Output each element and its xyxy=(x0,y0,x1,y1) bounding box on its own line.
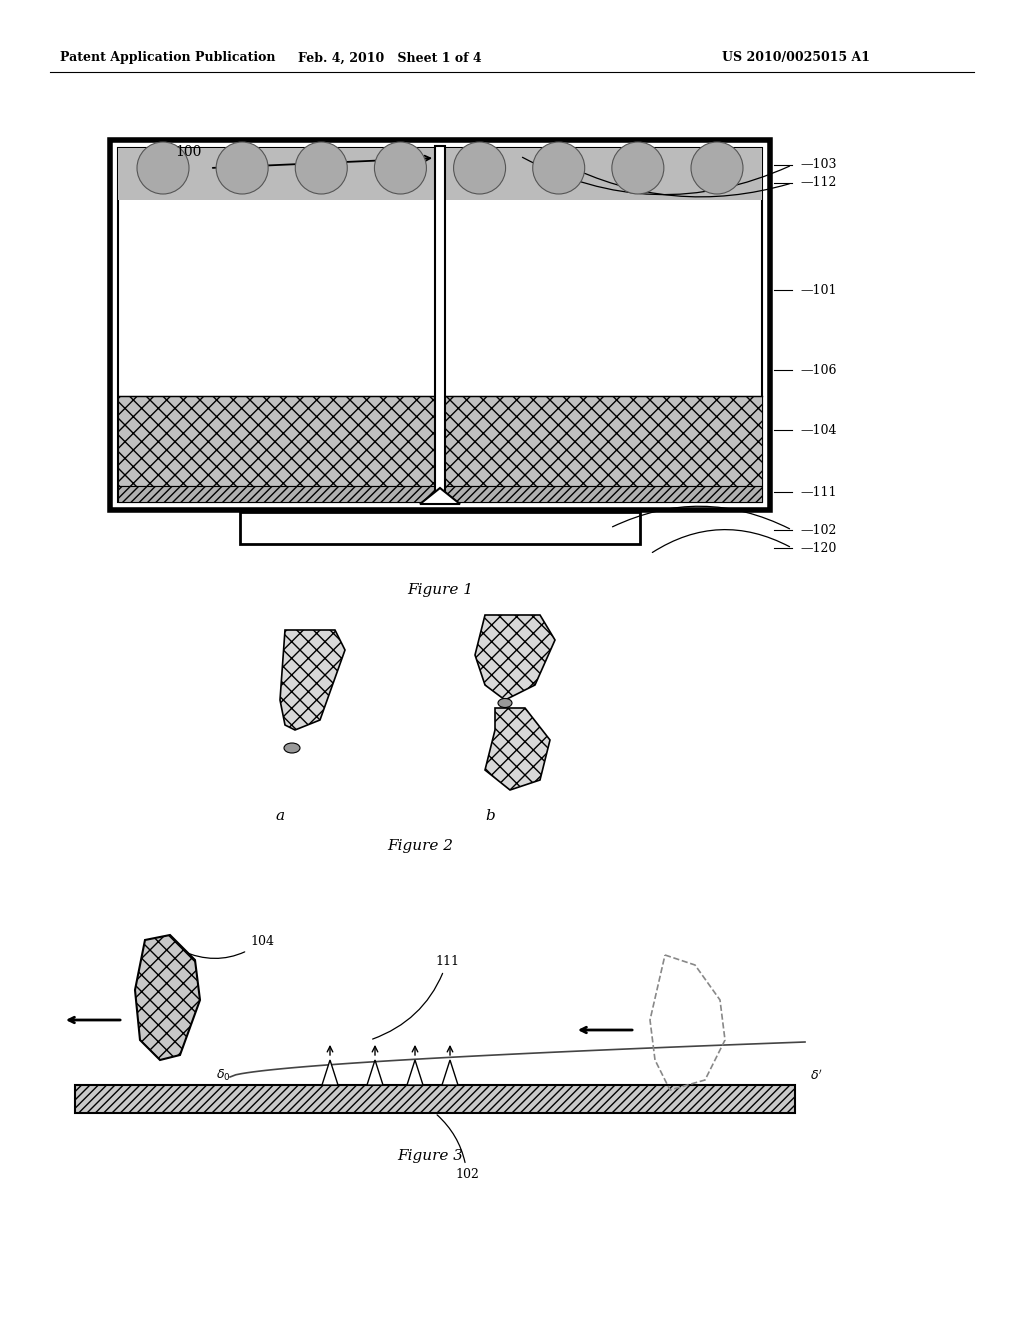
Text: 102: 102 xyxy=(437,1115,479,1181)
Circle shape xyxy=(375,143,426,194)
Text: US 2010/0025015 A1: US 2010/0025015 A1 xyxy=(722,51,870,65)
Polygon shape xyxy=(485,708,550,789)
Text: 111: 111 xyxy=(373,954,459,1039)
Text: —104: —104 xyxy=(800,424,837,437)
Circle shape xyxy=(691,143,743,194)
Polygon shape xyxy=(280,630,345,730)
Text: —120: —120 xyxy=(800,541,837,554)
Polygon shape xyxy=(407,1060,423,1085)
Bar xyxy=(118,396,762,486)
Circle shape xyxy=(532,143,585,194)
Text: —101: —101 xyxy=(800,284,837,297)
Text: —102: —102 xyxy=(800,524,837,536)
Text: Figure 3: Figure 3 xyxy=(397,1148,463,1163)
Text: Patent Application Publication: Patent Application Publication xyxy=(60,51,275,65)
Text: $\delta_0$: $\delta_0$ xyxy=(216,1068,230,1082)
Circle shape xyxy=(454,143,506,194)
Polygon shape xyxy=(367,1060,383,1085)
Polygon shape xyxy=(475,615,555,700)
Text: Feb. 4, 2010   Sheet 1 of 4: Feb. 4, 2010 Sheet 1 of 4 xyxy=(298,51,482,65)
Bar xyxy=(118,486,762,502)
Bar xyxy=(435,147,445,502)
Text: —111: —111 xyxy=(800,486,837,499)
Text: a: a xyxy=(275,809,285,822)
Polygon shape xyxy=(322,1060,338,1085)
Bar xyxy=(75,1085,795,1113)
Text: —106: —106 xyxy=(800,363,837,376)
Text: 100: 100 xyxy=(175,145,202,158)
Text: Figure 2: Figure 2 xyxy=(387,840,453,853)
Ellipse shape xyxy=(284,743,300,752)
Bar xyxy=(118,148,762,201)
Text: —112: —112 xyxy=(800,177,837,190)
Bar xyxy=(110,140,770,510)
Bar xyxy=(240,512,640,544)
Text: b: b xyxy=(485,809,495,822)
Circle shape xyxy=(216,143,268,194)
Polygon shape xyxy=(442,1060,458,1085)
Text: 104: 104 xyxy=(182,935,274,958)
Text: Figure 1: Figure 1 xyxy=(407,583,473,597)
Text: $\delta'$: $\delta'$ xyxy=(810,1068,823,1082)
Circle shape xyxy=(612,143,664,194)
Text: —103: —103 xyxy=(800,158,837,172)
Polygon shape xyxy=(420,488,460,504)
Polygon shape xyxy=(135,935,200,1060)
Circle shape xyxy=(137,143,189,194)
Ellipse shape xyxy=(498,698,512,708)
Circle shape xyxy=(295,143,347,194)
Bar xyxy=(118,148,762,502)
